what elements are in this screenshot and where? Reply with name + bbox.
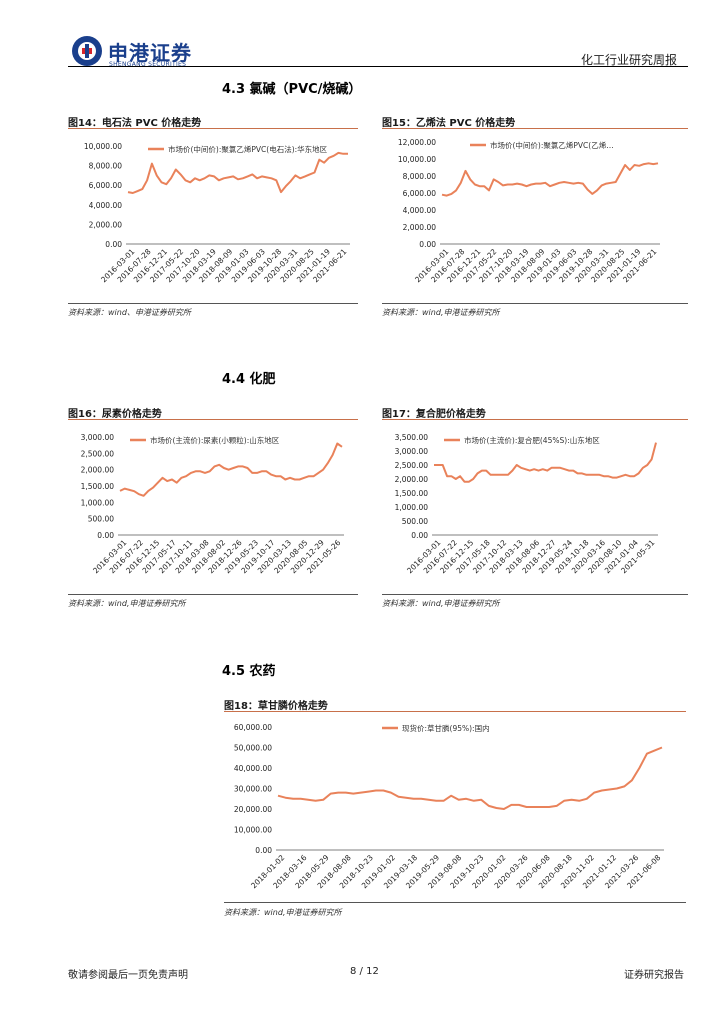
figure-15-source: 资料来源：wind,申港证券研究所 bbox=[382, 308, 500, 317]
y-tick-label: 6,000.00 bbox=[89, 181, 123, 190]
y-tick-label: 20,000.00 bbox=[234, 805, 272, 814]
figure-16-bottom-rule bbox=[68, 594, 358, 595]
y-tick-label: 0.00 bbox=[419, 240, 436, 249]
y-tick-label: 1,500.00 bbox=[395, 489, 429, 498]
y-tick-label: 12,000.00 bbox=[398, 138, 436, 147]
figure-17-source: 资料来源：wind,申港证券研究所 bbox=[382, 599, 500, 608]
figure-15-bottom-rule bbox=[382, 303, 688, 304]
figure-17-title: 图17：复合肥价格走势 bbox=[382, 409, 486, 420]
legend-label: 市场价(中间价):聚氯乙烯PVC(电石法):华东地区 bbox=[168, 144, 328, 154]
figure-18-source: 资料来源：wind,申港证券研究所 bbox=[224, 908, 342, 917]
header-divider bbox=[68, 66, 688, 67]
figure-17-bottom-rule bbox=[382, 594, 688, 595]
y-tick-label: 500.00 bbox=[88, 515, 114, 524]
y-tick-label: 0.00 bbox=[97, 531, 114, 540]
y-tick-label: 2,500.00 bbox=[395, 461, 429, 470]
y-tick-label: 0.00 bbox=[255, 846, 272, 855]
y-tick-label: 4,000.00 bbox=[89, 201, 123, 210]
section-title-45: 4.5 农药 bbox=[222, 664, 276, 679]
legend-label: 市场价(主流价):复合肥(45%S):山东地区 bbox=[464, 435, 600, 445]
figure-14-top-rule bbox=[68, 128, 358, 129]
footer-disclaimer: 敬请参阅最后一页免责声明 bbox=[68, 970, 188, 981]
y-tick-label: 500.00 bbox=[402, 517, 428, 526]
logo-text-en: SHENGANG SECURITIES bbox=[109, 61, 187, 68]
y-tick-label: 8,000.00 bbox=[89, 162, 123, 171]
y-tick-label: 6,000.00 bbox=[403, 189, 437, 198]
y-tick-label: 50,000.00 bbox=[234, 744, 272, 753]
y-tick-label: 2,000.00 bbox=[395, 475, 429, 484]
y-tick-label: 60,000.00 bbox=[234, 723, 272, 732]
legend-label: 市场价(中间价):聚氯乙烯PVC(乙烯… bbox=[490, 140, 614, 150]
figure-16-top-rule bbox=[68, 419, 358, 420]
figure-14-chart: 10,000.00 8,000.00 6,000.00 4,000.00 2,000.0… bbox=[84, 142, 350, 284]
legend-label: 现货价:草甘膦(95%):国内 bbox=[402, 723, 490, 733]
y-tick-label: 2,000.00 bbox=[89, 220, 123, 229]
y-tick-label: 10,000.00 bbox=[398, 155, 436, 164]
logo-text-cn: 申港证券 bbox=[108, 41, 192, 65]
figure-17-chart: 3,500.00 3,000.00 2,500.00 2,000.00 1,500.00… bbox=[395, 433, 658, 575]
series-line bbox=[127, 151, 348, 194]
figure-15-chart: 12,000.00 10,000.00 8,000.00 6,000.00 4,000.… bbox=[398, 138, 660, 284]
report-title: 化工行业研究周报 bbox=[580, 53, 677, 67]
y-tick-label: 2,500.00 bbox=[81, 449, 115, 458]
y-tick-label: 3,000.00 bbox=[81, 433, 115, 442]
y-tick-label: 8,000.00 bbox=[403, 172, 437, 181]
figure-17-top-rule bbox=[382, 419, 688, 420]
section-title-44: 4.4 化肥 bbox=[222, 372, 276, 387]
series-line bbox=[277, 746, 663, 810]
figure-15-top-rule bbox=[382, 128, 688, 129]
footer-report-type: 证券研究报告 bbox=[624, 970, 684, 981]
y-tick-label: 0.00 bbox=[105, 240, 122, 249]
series-line bbox=[119, 442, 343, 497]
y-tick-label: 3,000.00 bbox=[395, 447, 429, 456]
y-tick-label: 10,000.00 bbox=[84, 142, 122, 151]
y-tick-label: 0.00 bbox=[411, 531, 428, 540]
y-tick-label: 1,500.00 bbox=[81, 482, 115, 491]
figure-16-chart: 3,000.00 2,500.00 2,000.00 1,500.00 1,000.00… bbox=[81, 433, 344, 575]
figure-15-title: 图15：乙烯法 PVC 价格走势 bbox=[382, 118, 516, 129]
series-line bbox=[434, 442, 657, 483]
y-tick-label: 1,000.00 bbox=[81, 498, 115, 507]
figure-18-bottom-rule bbox=[224, 902, 686, 903]
figure-16-source: 资料来源：wind,申港证券研究所 bbox=[68, 599, 186, 608]
legend-label: 市场价(主流价):尿素(小颗粒):山东地区 bbox=[150, 435, 280, 445]
figure-14-source: 资料来源：wind、申港证券研究所 bbox=[68, 308, 191, 317]
y-tick-label: 3,500.00 bbox=[395, 433, 429, 442]
y-tick-label: 40,000.00 bbox=[234, 764, 272, 773]
logo-icon bbox=[72, 36, 102, 66]
y-tick-label: 2,000.00 bbox=[81, 466, 115, 475]
figure-14-bottom-rule bbox=[68, 303, 358, 304]
y-tick-label: 10,000.00 bbox=[234, 826, 272, 835]
section-title-43: 4.3 氯碱（PVC/烧碱） bbox=[222, 82, 362, 97]
figure-16-title: 图16：尿素价格走势 bbox=[68, 409, 162, 420]
y-tick-label: 1,000.00 bbox=[395, 503, 429, 512]
y-tick-label: 2,000.00 bbox=[403, 223, 437, 232]
y-tick-label: 30,000.00 bbox=[234, 785, 272, 794]
y-tick-label: 4,000.00 bbox=[403, 206, 437, 215]
figure-14-title: 图14：电石法 PVC 价格走势 bbox=[68, 118, 202, 129]
figure-18-top-rule bbox=[224, 711, 686, 712]
figure-18-chart: 60,000.00 50,000.00 40,000.00 30,000.00 20,0… bbox=[234, 723, 664, 890]
series-line bbox=[441, 162, 659, 197]
footer-page-number: 8 / 12 bbox=[350, 966, 379, 977]
figure-18-title: 图18：草甘膦价格走势 bbox=[224, 701, 328, 712]
